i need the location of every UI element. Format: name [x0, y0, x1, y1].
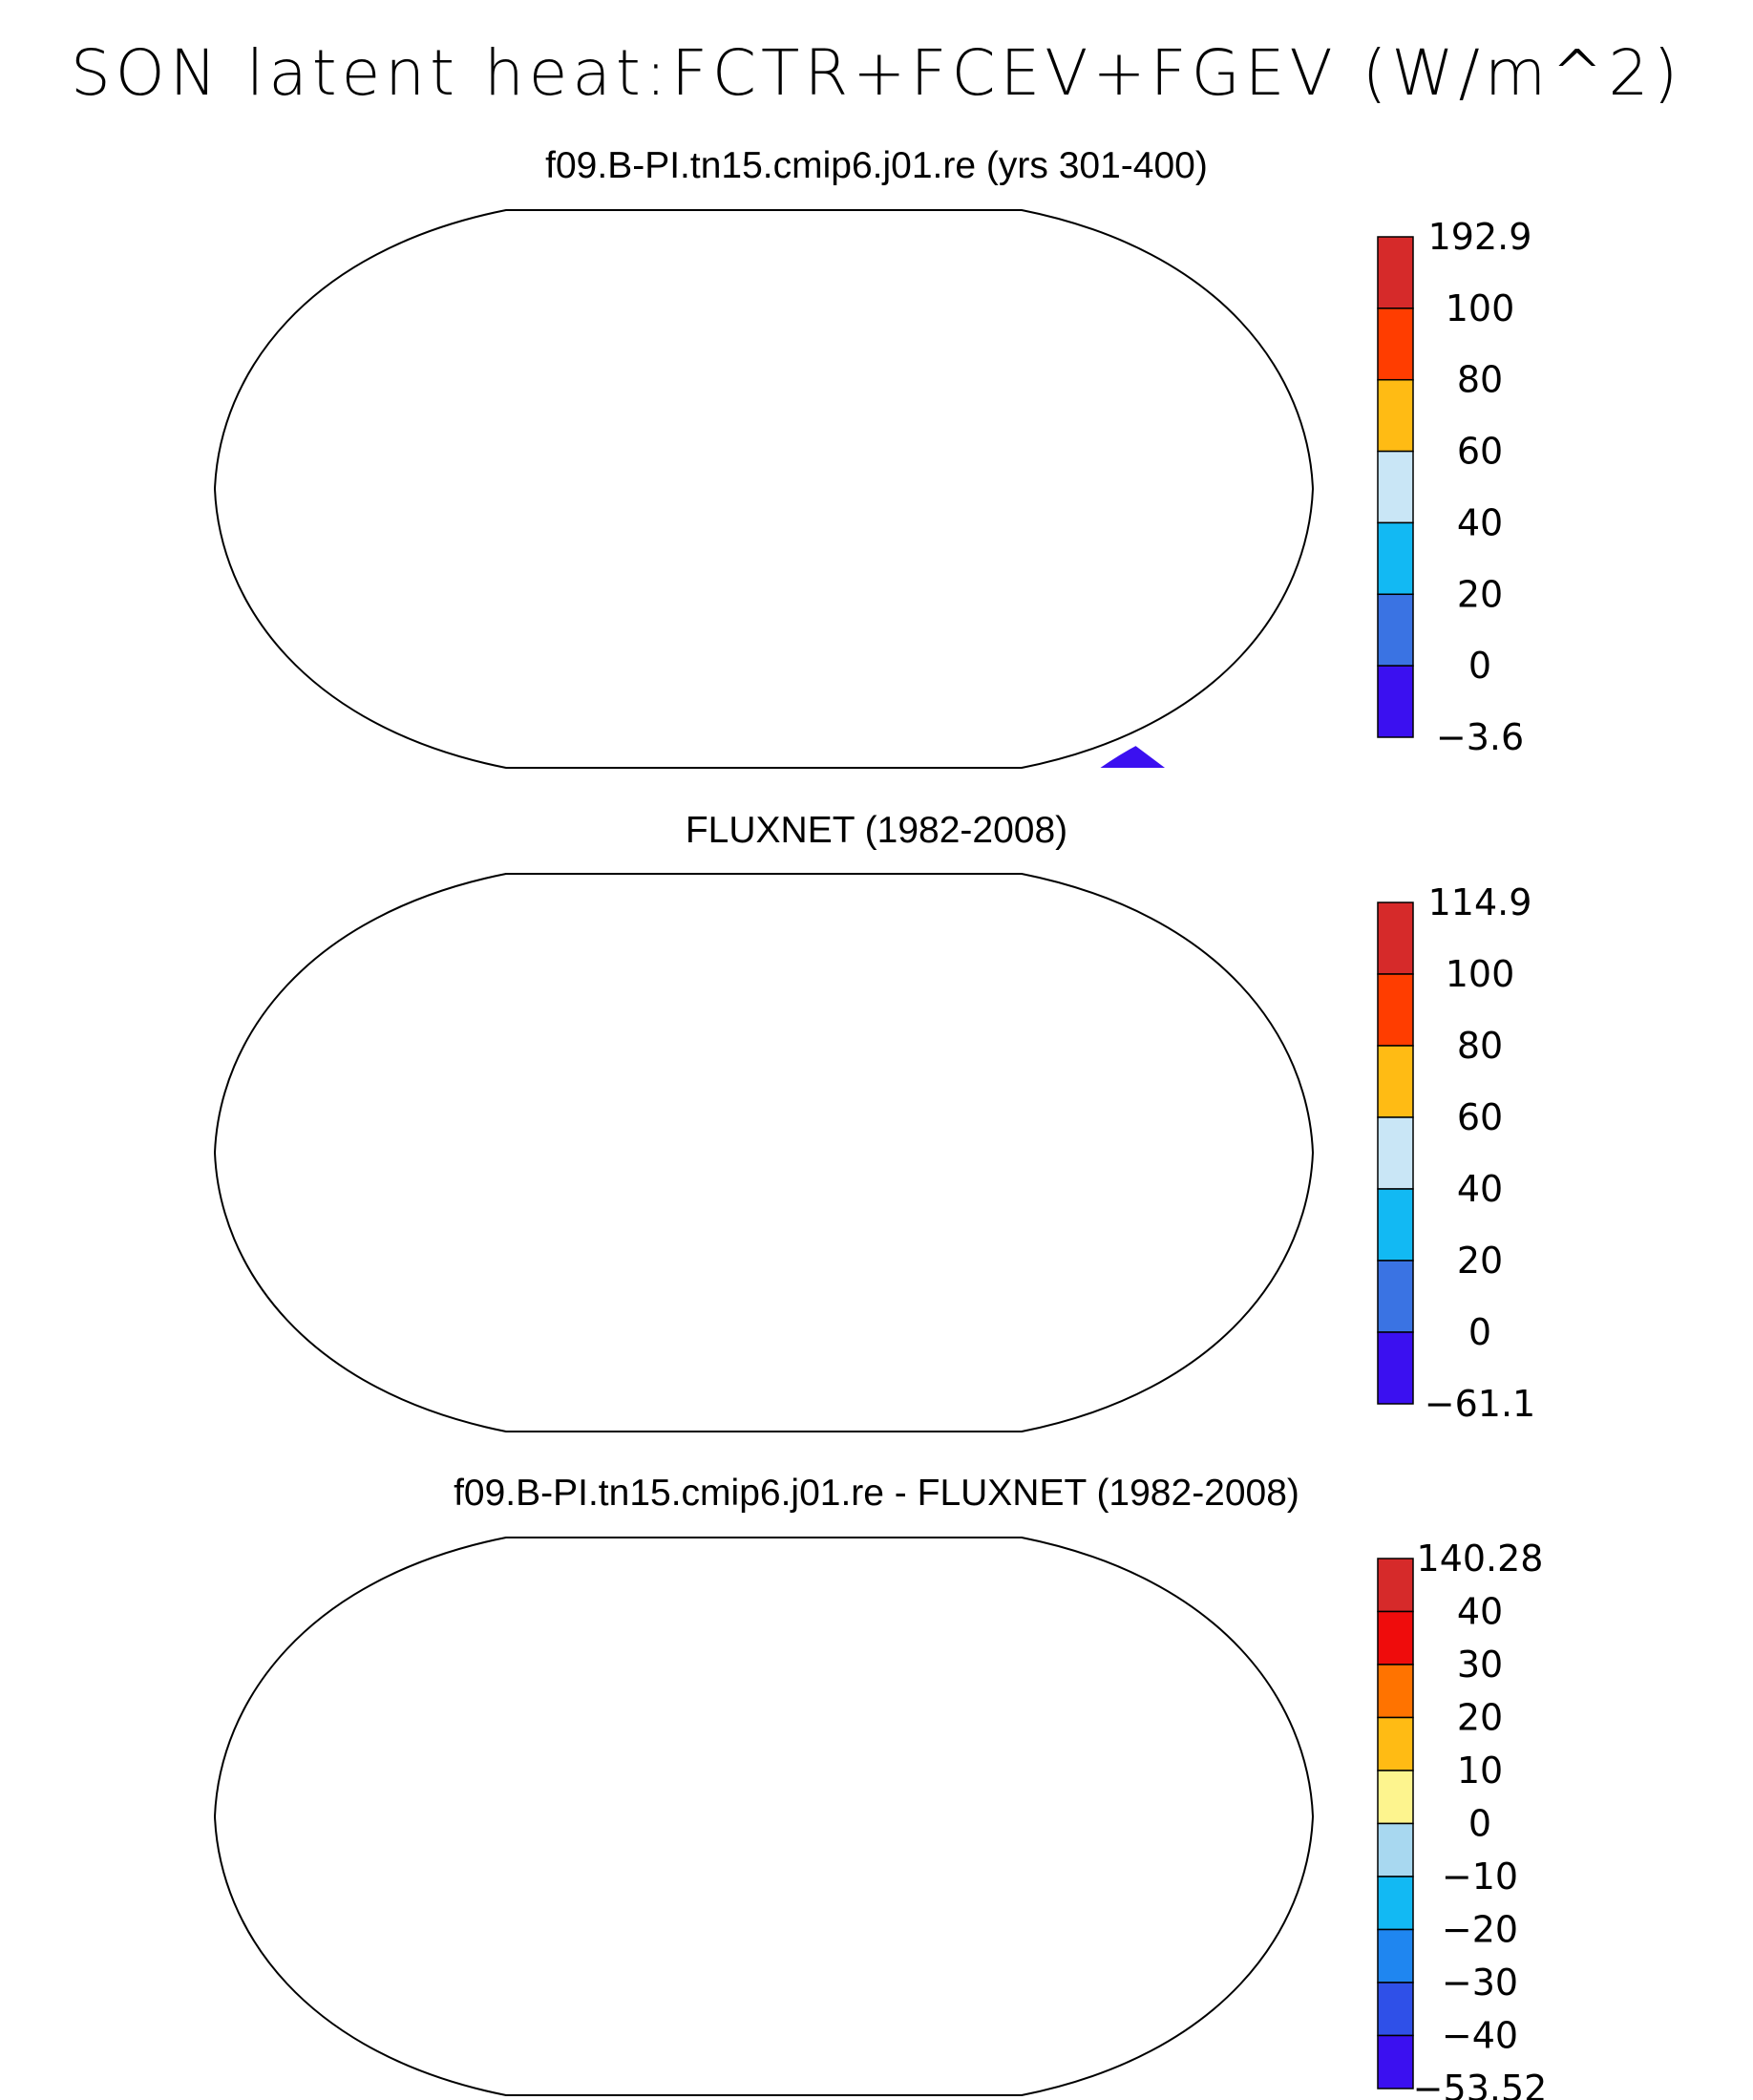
region-amazon: [506, 518, 602, 584]
colorbar-tick-label: 30: [1457, 1644, 1503, 1686]
panel-3-title: f09.B-PI.tn15.cmip6.j01.re - FLUXNET (19…: [454, 1473, 1299, 1514]
colorbar-swatch: [1377, 902, 1414, 975]
colorbar-swatch: [1377, 1331, 1414, 1405]
colorbar-swatch: [1377, 1876, 1414, 1931]
colorbar-swatch: [1377, 1610, 1414, 1665]
colorbar-tick-label: −30: [1442, 1962, 1518, 2004]
panel-1-title: f09.B-PI.tn15.cmip6.j01.re (yrs 301-400): [545, 145, 1208, 186]
colorbar-tick-label: 20: [1457, 573, 1503, 615]
map-frame-2: [214, 873, 1314, 1432]
region-tibet: [955, 1659, 1069, 1711]
colorbar-swatch: [1377, 593, 1414, 667]
colorbar-swatch: [1377, 1822, 1414, 1877]
colorbar-tick-label: 40: [1457, 1591, 1503, 1633]
colorbar-swatch: [1377, 521, 1414, 596]
colorbar-tick-label: −61.1: [1425, 1383, 1535, 1425]
colorbar-tick-label: 100: [1446, 953, 1515, 995]
colorbar-tick-label: −20: [1442, 1909, 1518, 1951]
region-central-africa: [726, 441, 888, 565]
colorbar-swatch: [1377, 378, 1414, 453]
colorbar-tick-label: 60: [1457, 1096, 1503, 1138]
colorbar-tick-label: −53.52: [1413, 2068, 1548, 2100]
map-panel-1: 192.9 100 80 60 40 20 0 −3.6: [214, 209, 1532, 769]
colorbar-tick-label: −40: [1442, 2015, 1518, 2057]
region-sahara-no-data: [726, 1024, 878, 1091]
colorbar-tick-label: 80: [1457, 1025, 1503, 1067]
colorbar-swatch: [1377, 236, 1414, 309]
colorbar-tick-label: 192.9: [1428, 216, 1532, 258]
colorbar-swatch: [1377, 1188, 1414, 1262]
colorbar-3: 140.28 40 30 20 10 0 −10 −20 −30 −40 −53.52: [1377, 1538, 1548, 2100]
region-north-america: [353, 231, 630, 460]
colorbar-tick-label: 10: [1457, 1750, 1503, 1792]
map-panel-2: 114.9 100 80 60 40 20 0 −61.1: [214, 873, 1535, 1432]
panel-2-title: FLUXNET (1982-2008): [685, 810, 1068, 851]
colorbar-swatch: [1377, 2034, 1414, 2089]
colorbar-tick-label: 80: [1457, 359, 1503, 401]
colorbar-swatch: [1377, 1928, 1414, 1983]
colorbar-tick-label: 114.9: [1428, 881, 1532, 923]
region-south-america: [473, 503, 621, 728]
colorbar-tick-label: 40: [1457, 501, 1503, 543]
colorbar-tick-label: −3.6: [1436, 716, 1524, 758]
colorbar-tick-label: 140.28: [1417, 1538, 1544, 1580]
colorbar-swatch: [1377, 450, 1414, 524]
colorbar-swatch: [1377, 1664, 1414, 1719]
colorbar-tick-label: 0: [1468, 645, 1491, 687]
figure-title: SON latent heat:FCTR+FCEV+FGEV (W/m^2): [70, 36, 1683, 110]
colorbar-tick-label: 60: [1457, 431, 1503, 473]
colorbar-swatch: [1377, 1982, 1414, 2037]
colorbar-tick-label: 20: [1457, 1697, 1503, 1739]
region-greenland: [630, 212, 764, 284]
colorbar-swatch: [1377, 1116, 1414, 1190]
colorbar-swatch: [1377, 1770, 1414, 1825]
map-frame-1: [214, 209, 1314, 769]
colorbar-tick-label: −10: [1442, 1856, 1518, 1898]
map-frame-3: [214, 1537, 1314, 2096]
colorbar-tick-label: 0: [1468, 1803, 1491, 1845]
colorbar-swatch: [1377, 1558, 1414, 1613]
map-panel-3: 140.28 40 30 20 10 0 −10 −20 −30 −40 −53.52: [214, 1537, 1548, 2100]
colorbar-swatch: [1377, 1045, 1414, 1118]
colorbar-tick-label: 40: [1457, 1168, 1503, 1210]
colorbar-1: 192.9 100 80 60 40 20 0 −3.6: [1377, 216, 1532, 758]
colorbar-tick-label: 0: [1468, 1311, 1491, 1353]
colorbar-tick-label: 100: [1446, 287, 1515, 329]
colorbar-swatch: [1377, 973, 1414, 1047]
colorbar-tick-label: 20: [1457, 1240, 1503, 1282]
colorbar-swatch: [1377, 665, 1414, 738]
colorbar-swatch: [1377, 1716, 1414, 1771]
colorbar-swatch: [1377, 308, 1414, 381]
colorbar-swatch: [1377, 1260, 1414, 1333]
colorbar-2: 114.9 100 80 60 40 20 0 −61.1: [1377, 881, 1535, 1425]
